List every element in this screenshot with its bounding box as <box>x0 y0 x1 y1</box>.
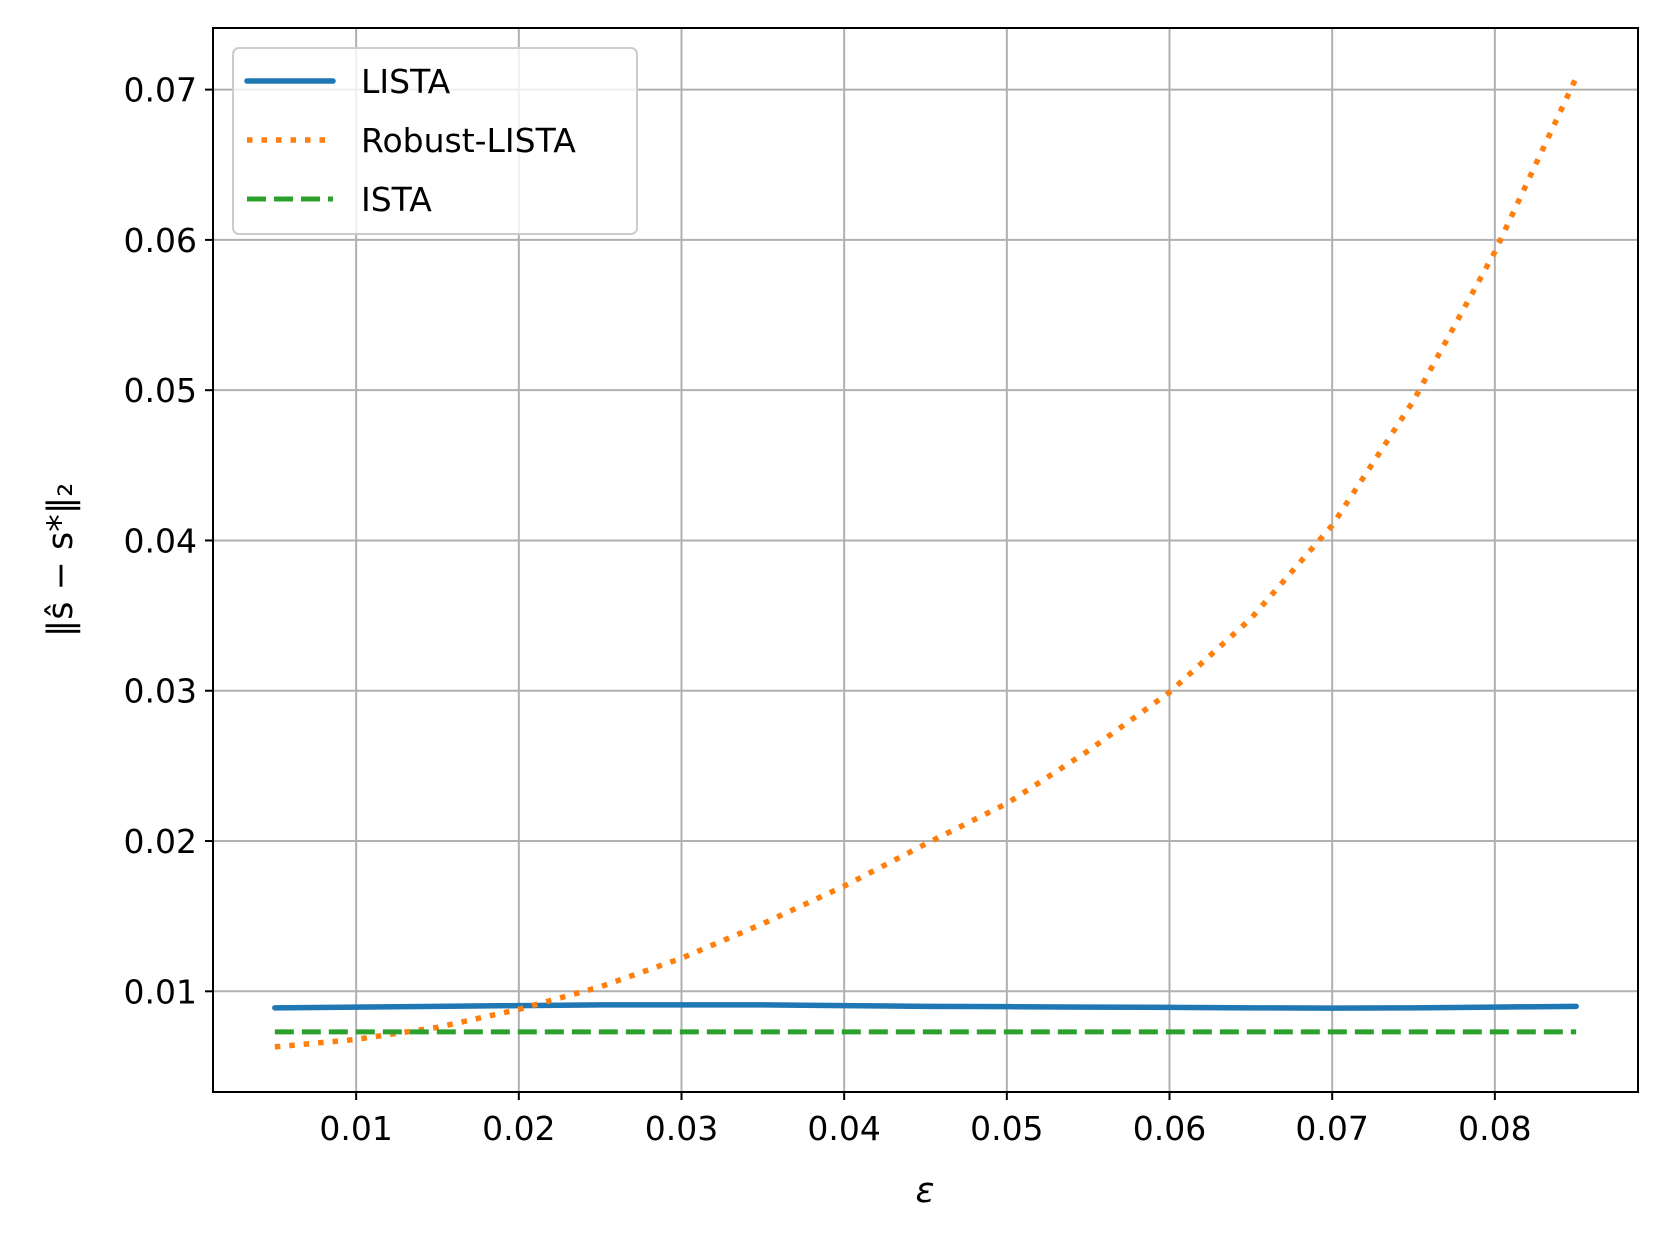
y-axis-label: ‖ŝ − s*‖₂ <box>41 483 81 638</box>
series-line-lista <box>272 1002 1579 1011</box>
x-axis: 0.01 0.02 0.03 0.04 0.05 0.06 0.07 0.08 <box>319 1092 1532 1148</box>
series-line-robust-lista <box>274 76 1579 1050</box>
x-tick-label: 0.08 <box>1458 1109 1531 1148</box>
legend-label-robust-lista: Robust-LISTA <box>361 121 576 160</box>
legend-label-ista: ISTA <box>361 180 432 219</box>
y-tick-label: 0.01 <box>124 972 197 1011</box>
legend-label-lista: LISTA <box>361 62 451 101</box>
y-tick-label: 0.06 <box>124 221 197 260</box>
x-tick-label: 0.03 <box>645 1109 718 1148</box>
grid <box>213 28 1638 1092</box>
legend: LISTA Robust-LISTA ISTA <box>232 47 638 235</box>
x-tick-label: 0.06 <box>1133 1109 1206 1148</box>
y-tick-label: 0.03 <box>124 672 197 711</box>
y-tick-label: 0.04 <box>124 521 197 560</box>
series-layer <box>272 76 1579 1050</box>
x-tick-label: 0.05 <box>970 1109 1043 1148</box>
y-tick-label: 0.05 <box>124 371 197 410</box>
x-axis-label: ε <box>916 1171 935 1211</box>
y-tick-label: 0.02 <box>124 822 197 861</box>
y-tick-label: 0.07 <box>124 71 197 110</box>
x-tick-label: 0.07 <box>1295 1109 1368 1148</box>
x-tick-label: 0.02 <box>482 1109 555 1148</box>
y-axis: 0.01 0.02 0.03 0.04 0.05 0.06 0.07 <box>124 71 213 1011</box>
x-tick-label: 0.04 <box>807 1109 880 1148</box>
x-tick-label: 0.01 <box>319 1109 392 1148</box>
legend-box <box>232 47 638 235</box>
plot-frame <box>212 27 1639 1093</box>
